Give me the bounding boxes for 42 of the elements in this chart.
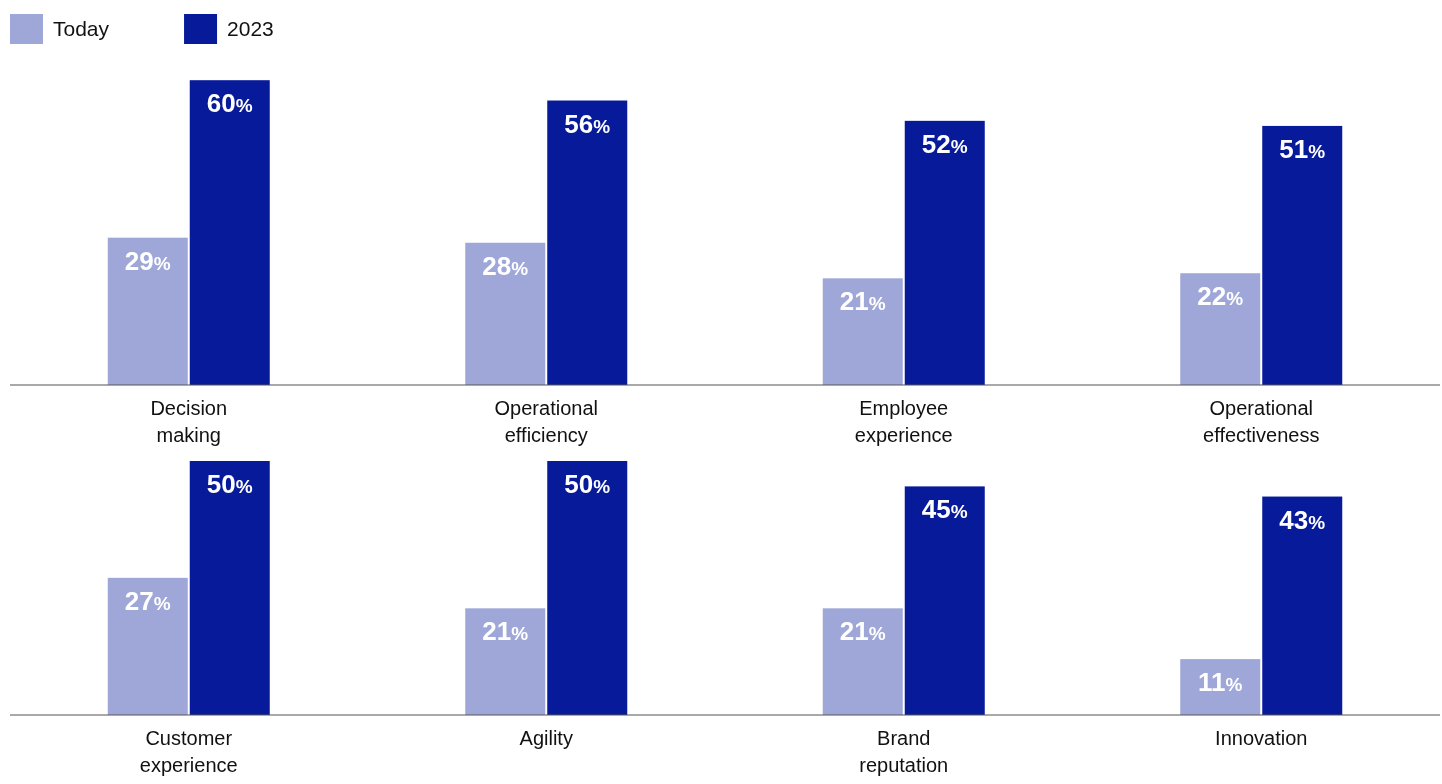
bar bbox=[107, 577, 188, 715]
data-label: 22% bbox=[1197, 281, 1244, 312]
x-tick-label: Brand reputation bbox=[859, 727, 949, 776]
x-tick-label: Decision making bbox=[150, 397, 228, 446]
data-label: 11% bbox=[1198, 667, 1243, 698]
data-label: 56% bbox=[564, 108, 611, 139]
data-label: 21% bbox=[839, 286, 886, 317]
data-label: 28% bbox=[482, 250, 529, 281]
data-label: 50% bbox=[206, 469, 253, 499]
bar bbox=[1262, 125, 1343, 385]
x-tick-label: Employee experience bbox=[854, 397, 953, 446]
bar bbox=[547, 100, 628, 385]
data-label: 51% bbox=[1279, 133, 1326, 164]
bar bbox=[1180, 659, 1261, 715]
data-label: 29% bbox=[124, 245, 171, 276]
bar bbox=[1180, 273, 1261, 385]
x-tick-label: Innovation bbox=[1215, 727, 1308, 749]
data-label: 21% bbox=[839, 616, 886, 647]
x-tick-label: Operational effectiveness bbox=[1203, 397, 1320, 446]
x-tick-label: Operational efficiency bbox=[494, 397, 598, 446]
data-label: 52% bbox=[921, 128, 968, 159]
bar bbox=[822, 278, 903, 385]
bar bbox=[904, 486, 985, 715]
data-label: 60% bbox=[206, 88, 253, 119]
bar bbox=[465, 608, 546, 715]
data-label: 50% bbox=[564, 469, 611, 499]
x-tick-label: Customer experience bbox=[139, 727, 238, 776]
bar bbox=[465, 242, 546, 385]
data-label: 45% bbox=[921, 494, 968, 525]
bar bbox=[547, 461, 628, 715]
bar bbox=[189, 80, 270, 385]
bar bbox=[107, 237, 188, 385]
data-label: 27% bbox=[124, 585, 171, 616]
legend-label: 2023 bbox=[227, 17, 274, 40]
data-label: 43% bbox=[1279, 504, 1326, 535]
legend-label: Today bbox=[53, 17, 110, 40]
bar bbox=[822, 608, 903, 715]
x-tick-label: Agility bbox=[519, 727, 573, 749]
bar bbox=[904, 120, 985, 385]
bar bbox=[1262, 496, 1343, 715]
bar bbox=[189, 461, 270, 715]
data-label: 21% bbox=[482, 616, 529, 647]
